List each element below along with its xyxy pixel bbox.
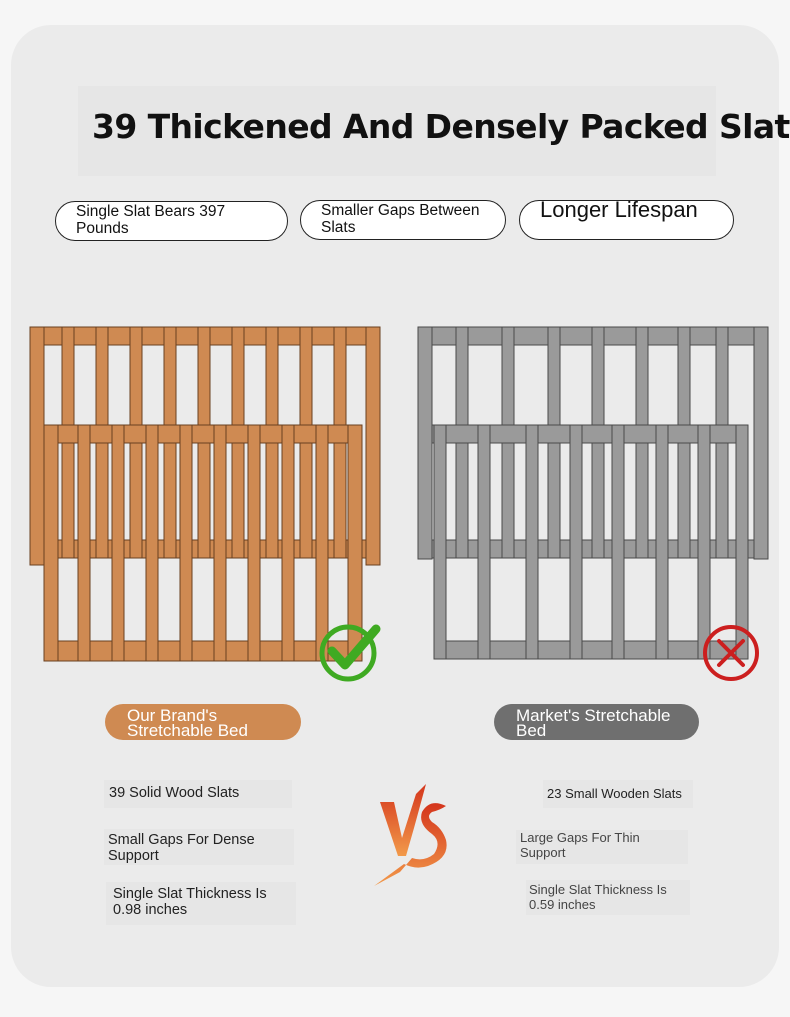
feature-pill-lifespan-text: Longer Lifespan: [540, 197, 698, 222]
cross-icon: [700, 622, 762, 684]
brand-feature-slat-count: 39 Solid Wood Slats: [104, 780, 292, 808]
brand-feature-thickness: Single Slat Thickness Is 0.98 inches: [106, 882, 296, 925]
feature-pill-gaps-text: Smaller Gaps Between Slats: [321, 202, 480, 236]
vs-text: VS: [370, 780, 372, 781]
front-slat: [247, 424, 261, 662]
market-bed-label: Market's Stretchable Bed: [494, 704, 699, 740]
brand-feature-gaps: Small Gaps For Dense Support: [104, 829, 294, 865]
front-slat: [477, 424, 491, 660]
page-title: 39 Thickened And Densely Packed Slats: [92, 107, 790, 146]
feature-pill-load: Single Slat Bears 397 Pounds: [55, 201, 288, 241]
brand-bed-label: Our Brand's Stretchable Bed: [105, 704, 301, 740]
front-slat: [179, 424, 193, 662]
market-bed-illustration: [416, 325, 772, 665]
front-slat: [569, 424, 583, 660]
title-band: [78, 86, 716, 176]
feature-pill-lifespan: Longer Lifespan: [519, 197, 734, 240]
front-slat: [655, 424, 669, 660]
front-slat: [281, 424, 295, 662]
vs-emblem: VS: [370, 780, 455, 893]
market-feature-gaps: Large Gaps For Thin Support: [516, 830, 688, 864]
feature-pill-gaps: Smaller Gaps Between Slats: [300, 200, 506, 240]
front-slat: [611, 424, 625, 660]
front-slat: [111, 424, 125, 662]
front-slat: [145, 424, 159, 662]
brand-bed-illustration: [28, 325, 388, 687]
check-icon: [318, 621, 382, 685]
market-feature-slat-count: 23 Small Wooden Slats: [543, 780, 693, 808]
front-slat: [525, 424, 539, 660]
feature-pill-load-text: Single Slat Bears 397 Pounds: [76, 203, 226, 237]
market-feature-thickness: Single Slat Thickness Is 0.59 inches: [526, 880, 690, 915]
front-slat: [77, 424, 91, 662]
front-slat: [213, 424, 227, 662]
